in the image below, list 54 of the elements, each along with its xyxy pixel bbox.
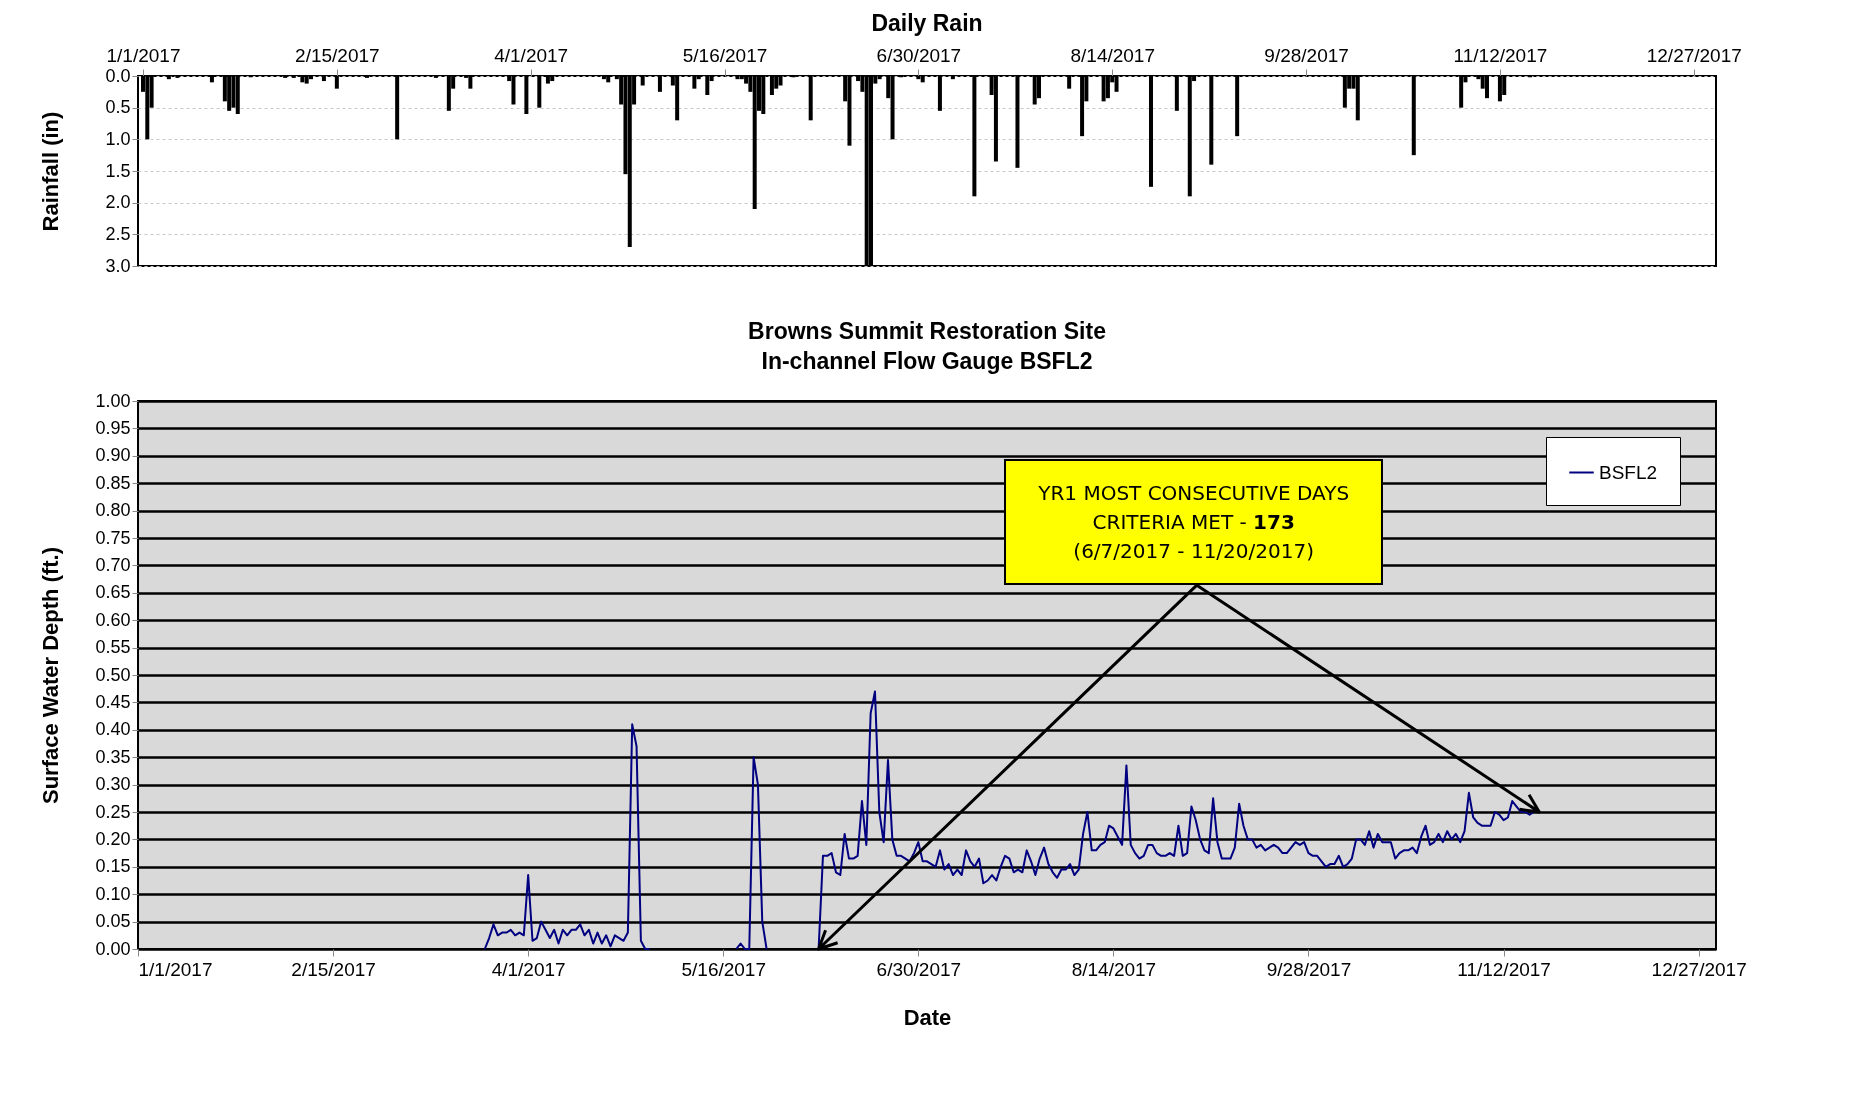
x-tick-label: 12/27/2017 (1646, 44, 1742, 66)
y-tick-label: 0.10 (95, 883, 131, 904)
y-tick-label: 0.40 (95, 719, 131, 740)
x-tick-label: 9/28/2017 (1264, 44, 1349, 66)
y-tick-label: 1.0 (105, 128, 131, 149)
y-tick-label: 2.5 (105, 223, 131, 244)
y-tick-label: 0.80 (95, 500, 131, 521)
x-tick-label: 5/16/2017 (682, 44, 768, 66)
x-axis-title: Date (903, 1004, 952, 1030)
x-tick-label: 2/15/2017 (291, 958, 376, 980)
x-tick-label: 6/30/2017 (876, 44, 962, 66)
x-tick-label: 6/30/2017 (876, 958, 962, 980)
y-tick-label: 0.00 (95, 938, 131, 959)
x-tick-label: 4/1/2017 (491, 958, 566, 980)
y-tick-label: 0.30 (95, 774, 131, 795)
y-tick-label: 0.65 (95, 582, 131, 603)
annotation: YR1 MOST CONSECUTIVE DAYS CRITERIA MET - 173 (6/7/2017 - 11/20/2017) (1038, 479, 1350, 565)
y-tick-label: 0.0 (105, 65, 131, 86)
y-tick-label: 1.5 (105, 160, 131, 181)
y-axis-title: Surface Water Depth (ft.) (37, 546, 63, 805)
x-tick-label: 8/14/2017 (1070, 44, 1155, 66)
chart-title: Browns Summit Restoration Site In-channel Flow Gauge BSFL2 (748, 318, 1106, 374)
x-tick-label: 11/12/2017 (1453, 44, 1548, 66)
y-tick-label: 0.90 (95, 445, 131, 466)
y-tick-label: 0.45 (95, 691, 131, 712)
y-tick-label: 2.0 (105, 192, 131, 213)
y-tick-label: 0.35 (95, 746, 131, 767)
y-tick-label: 3.0 (105, 255, 131, 276)
y-tick-label: 0.70 (95, 554, 131, 575)
x-tick-label: 12/27/2017 (1651, 958, 1747, 980)
x-tick-label: 2/15/2017 (295, 44, 380, 66)
y-tick-label: 0.55 (95, 637, 131, 658)
legend-label: BSFL2 (1599, 461, 1658, 483)
y-tick-label: 0.20 (95, 828, 131, 849)
y-tick-label: 0.50 (95, 664, 131, 685)
y-tick-label: 0.5 (105, 97, 131, 118)
x-tick-label: 1/1/2017 (138, 958, 213, 980)
y-tick-label: 0.75 (95, 527, 131, 548)
y-tick-label: 0.05 (95, 911, 131, 932)
x-tick-label: 1/1/2017 (106, 44, 181, 66)
x-tick-label: 8/14/2017 (1071, 958, 1157, 980)
x-tick-label: 4/1/2017 (494, 44, 569, 66)
chart-title: Daily Rain (871, 10, 983, 36)
y-axis-title: Rainfall (in) (37, 111, 63, 232)
y-tick-label: 0.85 (95, 472, 131, 493)
x-tick-label: 5/16/2017 (681, 958, 767, 980)
x-tick-label: 9/28/2017 (1266, 958, 1352, 980)
note-box: YR1 MOST CONSECUTIVE DAYS CRITERIA MET - 173 (6/7/2017 - 11/20/2017) (1004, 459, 1384, 586)
y-tick-label: 0.95 (95, 417, 131, 438)
y-tick-label: 1.00 (95, 390, 131, 411)
y-tick-label: 0.25 (95, 801, 131, 822)
y-tick-label: 0.60 (95, 609, 131, 630)
x-tick-label: 11/12/2017 (1457, 958, 1551, 980)
y-tick-label: 0.15 (95, 856, 131, 877)
